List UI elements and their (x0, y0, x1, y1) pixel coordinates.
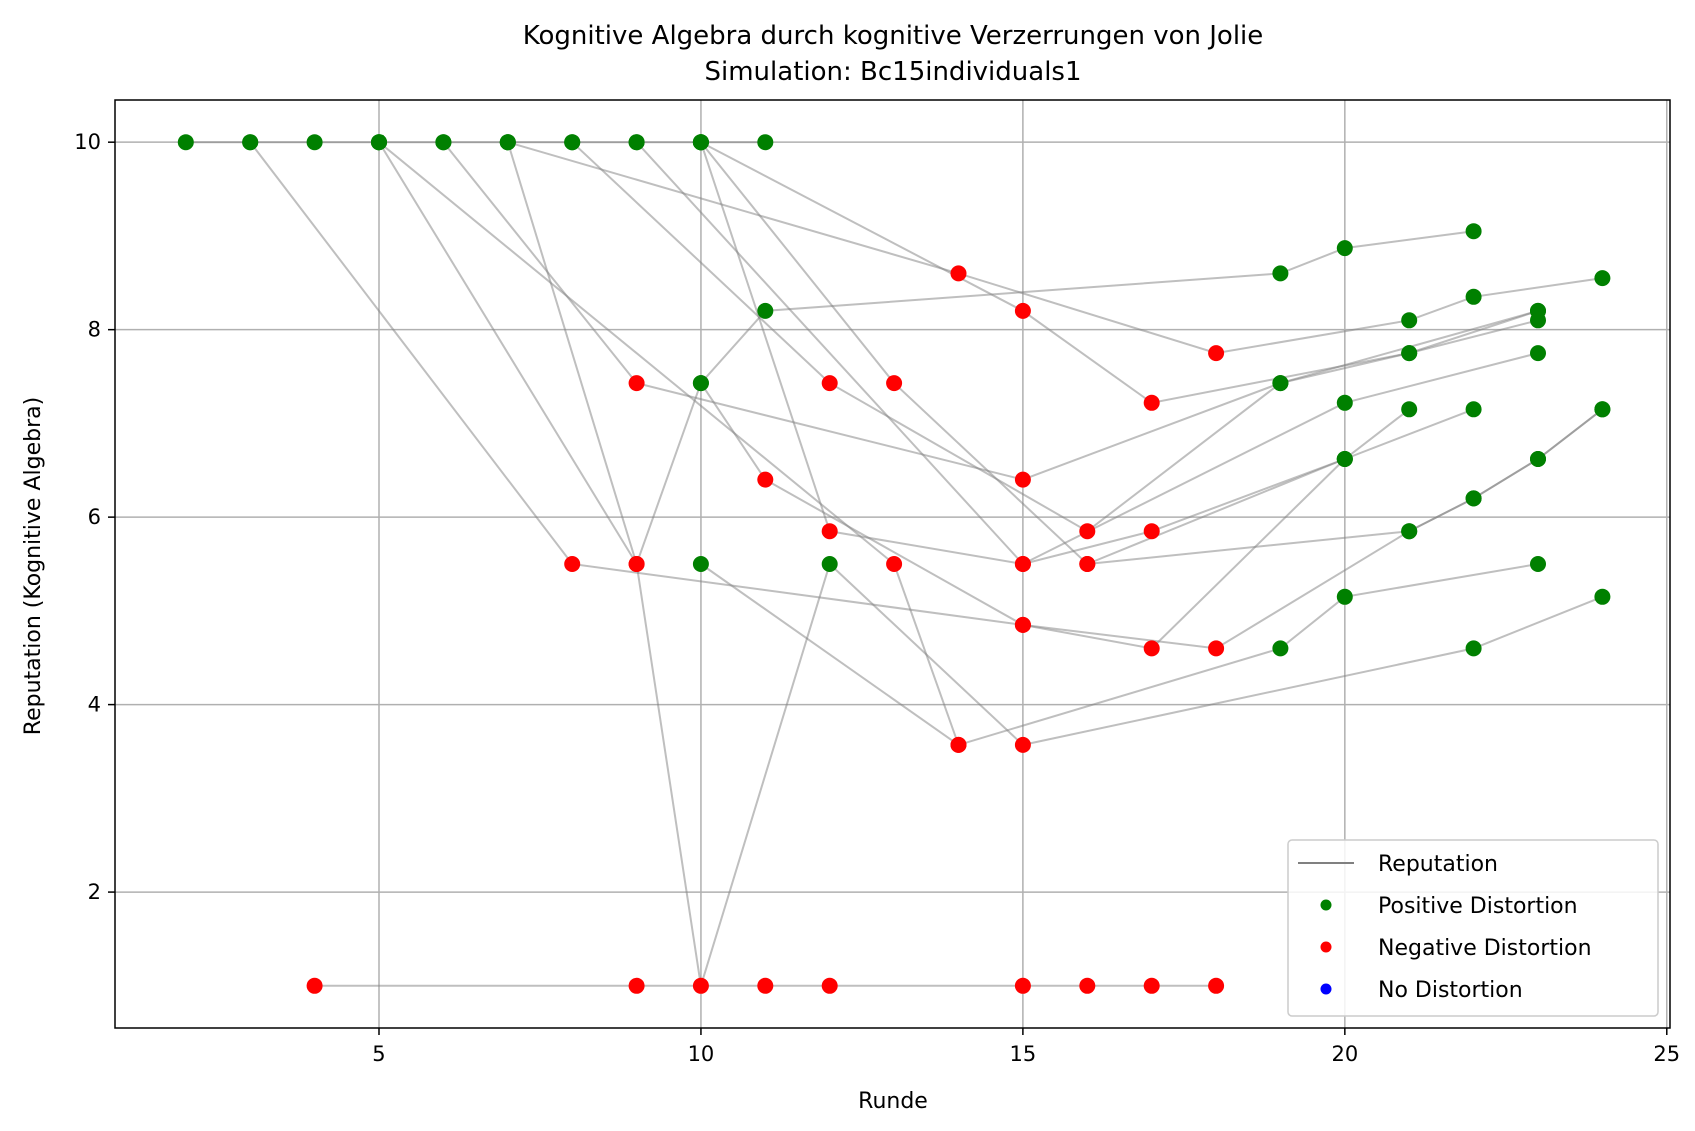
negative-distortion-point (886, 375, 903, 392)
negative-distortion-point (1143, 523, 1160, 540)
reputation-line (571, 141, 1539, 533)
data-points (177, 134, 1611, 994)
negative-distortion-point (628, 375, 645, 392)
negative-distortion-point (306, 977, 323, 994)
positive-distortion-point (821, 556, 838, 572)
positive-distortion-point (628, 134, 645, 151)
positive-distortion-point (1465, 288, 1482, 305)
positive-distortion-point (692, 375, 709, 392)
negative-distortion-point (1208, 977, 1225, 994)
positive-distortion-point (1465, 490, 1482, 507)
positive-distortion-point (177, 134, 194, 151)
positive-distortion-point (1594, 401, 1611, 418)
negative-distortion-point (1014, 556, 1031, 572)
axis-ticks: 5 10 15 20 25 2 4 6 8 10 (74, 130, 1680, 1066)
negative-distortion-point (757, 977, 774, 994)
x-tick-label: 20 (1331, 1042, 1358, 1066)
y-tick-label: 8 (88, 318, 101, 342)
reputation-line (700, 563, 960, 746)
positive-distortion-point (306, 134, 323, 151)
positive-distortion-point (1594, 588, 1611, 605)
negative-distortion-point (628, 977, 645, 994)
positive-distortion-point (242, 134, 259, 151)
negative-distortion-point (886, 556, 903, 572)
y-tick-label: 10 (74, 130, 101, 154)
y-tick-label: 2 (88, 880, 101, 904)
negative-distortion-point (1143, 640, 1160, 657)
positive-distortion-point (1401, 312, 1418, 329)
legend-label-none: No Distortion (1378, 978, 1523, 1003)
legend-label-negative: Negative Distortion (1378, 936, 1592, 961)
negative-distortion-point (821, 523, 838, 540)
negative-distortion-point (1079, 977, 1096, 994)
positive-distortion-point (1336, 588, 1353, 605)
y-tick-label: 4 (88, 693, 101, 717)
negative-distortion-point (1014, 616, 1031, 633)
positive-distortion-point (692, 556, 709, 572)
negative-distortion-point (1208, 345, 1225, 362)
legend-none-swatch (1320, 983, 1332, 995)
positive-distortion-point (1530, 345, 1546, 362)
negative-distortion-point (1143, 977, 1160, 994)
positive-distortion-point (757, 302, 774, 319)
positive-distortion-point (1401, 345, 1418, 362)
legend-box (1287, 839, 1659, 1017)
negative-distortion-point (564, 556, 581, 572)
positive-distortion-point (1336, 451, 1353, 467)
negative-distortion-point (1079, 556, 1096, 572)
x-tick-label: 5 (372, 1042, 385, 1066)
positive-distortion-point (435, 134, 452, 151)
positive-distortion-point (1530, 556, 1546, 572)
negative-distortion-point (1014, 977, 1031, 994)
positive-distortion-point (1401, 401, 1418, 418)
negative-distortion-point (821, 977, 838, 994)
reputation-line (378, 141, 1539, 747)
positive-distortion-point (1272, 265, 1289, 282)
positive-distortion-point (564, 134, 581, 151)
x-axis-label: Runde (858, 1089, 928, 1114)
positive-distortion-point (1272, 640, 1289, 657)
positive-distortion-point (1594, 270, 1611, 287)
positive-distortion-point (1401, 523, 1418, 540)
x-tick-label: 15 (1010, 1042, 1037, 1066)
positive-distortion-point (499, 134, 516, 151)
legend-label-positive: Positive Distortion (1378, 894, 1578, 919)
legend-label-reputation: Reputation (1378, 852, 1498, 877)
x-tick-label: 10 (688, 1042, 715, 1066)
legend-positive-swatch (1320, 899, 1332, 911)
legend-negative-swatch (1320, 941, 1332, 953)
y-axis-label: Reputation (Kognitive Algebra) (21, 397, 46, 735)
positive-distortion-point (1272, 375, 1289, 392)
positive-distortion-point (1336, 240, 1353, 257)
negative-distortion-point (1014, 302, 1031, 319)
positive-distortion-point (1336, 394, 1353, 411)
negative-distortion-point (628, 556, 645, 572)
negative-distortion-point (692, 977, 709, 994)
chart-title: Kognitive Algebra durch kognitive Verzer… (523, 21, 1264, 51)
negative-distortion-point (950, 736, 967, 753)
positive-distortion-point (1465, 640, 1482, 657)
negative-distortion-point (1014, 736, 1031, 753)
negative-distortion-point (1014, 471, 1031, 488)
positive-distortion-point (371, 134, 387, 151)
chart-subtitle: Simulation: Bc15individuals1 (705, 57, 1082, 87)
y-tick-label: 6 (88, 505, 101, 529)
negative-distortion-point (821, 375, 838, 392)
positive-distortion-point (1530, 302, 1546, 319)
negative-distortion-point (1079, 523, 1096, 540)
legend: Reputation Positive Distortion Negative … (1287, 839, 1659, 1017)
positive-distortion-point (1465, 223, 1482, 240)
positive-distortion-point (1530, 451, 1546, 467)
reputation-line (507, 141, 1603, 355)
x-tick-label: 25 (1653, 1042, 1680, 1066)
positive-distortion-point (692, 134, 709, 151)
negative-distortion-point (1143, 394, 1160, 411)
plot-frame (114, 99, 1671, 1029)
negative-distortion-point (1208, 640, 1225, 657)
negative-distortion-point (950, 265, 967, 282)
positive-distortion-point (757, 134, 774, 151)
positive-distortion-point (1465, 401, 1482, 418)
negative-distortion-point (757, 471, 774, 488)
